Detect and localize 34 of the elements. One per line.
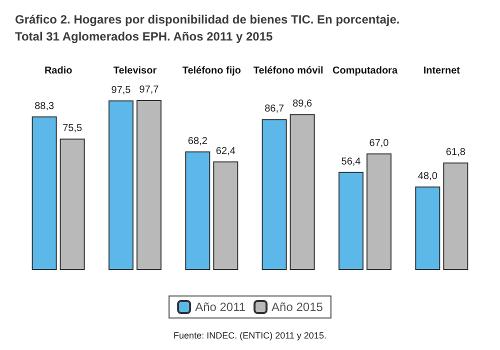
bar [32, 116, 57, 270]
bar [415, 186, 440, 270]
data-label: 97,7 [139, 84, 160, 96]
data-label: 97,5 [111, 84, 132, 96]
data-label: 56,4 [341, 156, 362, 168]
data-label: 68,2 [188, 136, 208, 147]
data-label: 48,0 [418, 170, 438, 182]
bar [338, 172, 364, 270]
bar [108, 100, 134, 270]
x-tick-label: Teléfono móvil [253, 66, 324, 76]
x-tick-label: Internet [423, 66, 461, 76]
legend-label: Año 2011 [195, 300, 246, 314]
source-note: Fuente: INDEC. (ENTIC) 2011 y 2015. [174, 330, 326, 340]
chart-title: Gráfico 2. Hogares por disponibilidad de bienes TIC. En porcentaje. Total 31 Aglomerados EPH. Años 2011 y 2015 [15, 12, 400, 44]
data-label: 88,3 [34, 100, 54, 112]
data-label: 86,7 [264, 104, 284, 115]
bar [290, 114, 315, 270]
data-label: 67,0 [369, 138, 390, 149]
x-tick-label: Teléfono fijo [182, 66, 242, 76]
x-tick-label: Computadora [332, 66, 398, 76]
x-tick-label: Televisor [113, 66, 157, 76]
data-label: 61,8 [446, 146, 466, 158]
bar [443, 162, 468, 270]
bar [366, 153, 392, 270]
bar [60, 138, 85, 270]
bar [136, 100, 162, 270]
bar [262, 119, 287, 270]
data-label: 75,5 [62, 123, 82, 134]
x-tick-label: Radio [44, 66, 72, 76]
bar [213, 161, 238, 270]
legend-label: Año 2015 [272, 300, 324, 314]
data-label: 89,6 [292, 98, 312, 110]
bar [185, 151, 210, 270]
data-label: 62,4 [216, 146, 236, 157]
